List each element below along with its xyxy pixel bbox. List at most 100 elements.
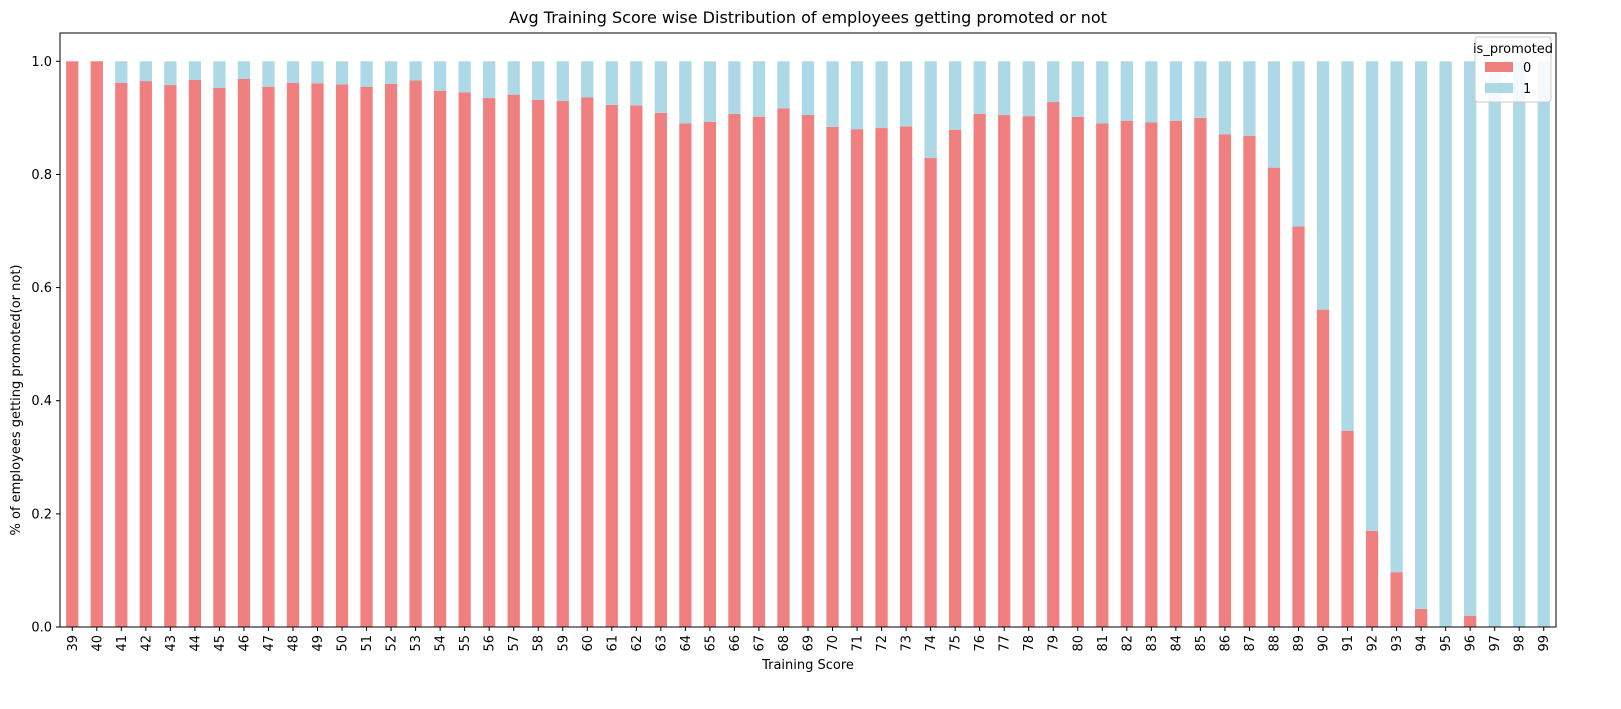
x-tick-label: 98 bbox=[1513, 635, 1528, 652]
legend: is_promoted 0 1 bbox=[1473, 36, 1553, 103]
bar-87-series-0 bbox=[1243, 135, 1256, 627]
x-tick-label: 61 bbox=[605, 635, 620, 652]
bar-45-series-0 bbox=[213, 87, 226, 628]
legend-label-0: 0 bbox=[1523, 61, 1531, 76]
y-axis: 0.0 0.2 0.4 0.6 0.8 1.0 bbox=[31, 55, 60, 636]
bar-91-series-1 bbox=[1341, 61, 1354, 431]
bar-89-series-0 bbox=[1292, 226, 1305, 627]
bar-52-series-1 bbox=[384, 61, 398, 84]
bar-96-series-1 bbox=[1464, 61, 1477, 616]
bar-48-series-1 bbox=[286, 61, 300, 83]
x-tick-label: 62 bbox=[630, 635, 645, 652]
legend-title: is_promoted bbox=[1473, 42, 1553, 57]
bar-79-series-0 bbox=[1047, 102, 1060, 627]
bar-77-series-0 bbox=[998, 115, 1011, 628]
x-tick-label: 72 bbox=[875, 635, 890, 652]
y-tick-label: 0.2 bbox=[31, 507, 52, 522]
bar-80-series-0 bbox=[1071, 116, 1084, 628]
bar-56-series-1 bbox=[483, 61, 496, 99]
bar-55-series-0 bbox=[458, 92, 471, 627]
bar-91-series-0 bbox=[1341, 430, 1354, 627]
bar-62-series-1 bbox=[630, 61, 643, 106]
legend-swatch-1 bbox=[1485, 83, 1513, 93]
bar-75-series-0 bbox=[949, 129, 962, 628]
bar-78-series-1 bbox=[1022, 61, 1035, 117]
bar-86-series-1 bbox=[1218, 61, 1232, 135]
bar-45-series-1 bbox=[213, 61, 226, 88]
x-tick-label: 70 bbox=[826, 635, 841, 652]
bar-59-series-0 bbox=[556, 100, 569, 627]
bar-73-series-1 bbox=[899, 61, 913, 127]
bar-41-series-1 bbox=[115, 61, 128, 83]
x-tick-label: 83 bbox=[1145, 635, 1160, 652]
bar-56-series-0 bbox=[483, 98, 496, 628]
x-tick-label: 52 bbox=[385, 635, 400, 652]
bar-83-series-0 bbox=[1145, 122, 1158, 627]
x-tick-label: 59 bbox=[556, 635, 571, 652]
bar-39-series-0 bbox=[66, 61, 79, 628]
x-tick-label: 40 bbox=[90, 635, 105, 652]
x-tick-label: 85 bbox=[1194, 635, 1209, 652]
x-tick-label: 45 bbox=[213, 635, 228, 652]
x-tick-label: 78 bbox=[1022, 635, 1037, 652]
x-tick-label: 56 bbox=[483, 635, 498, 652]
x-tick-label: 66 bbox=[728, 635, 743, 652]
bar-76-series-1 bbox=[973, 61, 986, 114]
chart-title: Avg Training Score wise Distribution of … bbox=[509, 8, 1107, 27]
x-tick-label: 86 bbox=[1218, 635, 1233, 652]
x-tick-label: 90 bbox=[1317, 635, 1332, 652]
legend-swatch-0 bbox=[1485, 62, 1513, 72]
bar-89-series-1 bbox=[1292, 61, 1305, 227]
y-tick-label: 0.8 bbox=[31, 168, 52, 183]
x-tick-label: 77 bbox=[998, 635, 1013, 652]
bar-69-series-0 bbox=[801, 115, 815, 628]
x-tick-label: 64 bbox=[679, 635, 694, 652]
x-tick-label: 67 bbox=[752, 635, 767, 652]
bar-98-series-1 bbox=[1513, 61, 1526, 628]
y-tick-label: 1.0 bbox=[31, 55, 52, 70]
bar-43-series-1 bbox=[164, 61, 177, 86]
bar-71-series-0 bbox=[850, 129, 864, 627]
bar-41-series-0 bbox=[115, 82, 128, 628]
x-tick-label: 51 bbox=[360, 635, 375, 652]
bar-60-series-0 bbox=[581, 97, 594, 627]
bar-71-series-1 bbox=[850, 61, 864, 130]
x-tick-label: 75 bbox=[949, 635, 964, 652]
x-tick-label: 88 bbox=[1267, 635, 1282, 652]
bar-67-series-1 bbox=[752, 61, 766, 117]
x-tick-label: 41 bbox=[115, 635, 130, 652]
x-tick-label: 71 bbox=[851, 635, 866, 652]
x-tick-label: 76 bbox=[973, 635, 988, 652]
x-tick-label: 53 bbox=[409, 635, 424, 652]
bar-52-series-0 bbox=[384, 83, 398, 627]
bar-54-series-1 bbox=[434, 61, 447, 91]
x-tick-label: 43 bbox=[164, 635, 179, 652]
x-tick-label: 89 bbox=[1292, 635, 1307, 652]
x-tick-label: 73 bbox=[900, 635, 915, 652]
bar-88-series-1 bbox=[1267, 61, 1281, 168]
x-tick-label: 57 bbox=[507, 635, 522, 652]
bar-85-series-1 bbox=[1194, 61, 1207, 118]
bar-46-series-1 bbox=[237, 61, 251, 79]
x-tick-label: 91 bbox=[1341, 635, 1356, 652]
bar-75-series-1 bbox=[949, 61, 962, 130]
bar-55-series-1 bbox=[458, 61, 471, 93]
x-tick-label: 46 bbox=[237, 635, 252, 652]
bar-97-series-1 bbox=[1488, 61, 1501, 628]
bar-65-series-1 bbox=[703, 61, 717, 122]
bar-68-series-0 bbox=[777, 108, 790, 628]
bar-67-series-0 bbox=[752, 116, 766, 628]
bar-49-series-1 bbox=[311, 61, 324, 84]
bar-72-series-1 bbox=[875, 61, 888, 129]
plot-frame bbox=[59, 32, 1557, 628]
x-axis: 39 40 41 42 43 44 45 46 47 48 49 50 51 52 53 54 55 56 57 58… bbox=[66, 627, 1552, 652]
bar-90-series-0 bbox=[1316, 309, 1330, 627]
bar-43-series-0 bbox=[164, 85, 177, 627]
x-tick-label: 93 bbox=[1390, 635, 1405, 652]
x-tick-label: 97 bbox=[1488, 635, 1503, 652]
bar-82-series-1 bbox=[1120, 61, 1133, 121]
bar-47-series-1 bbox=[262, 61, 275, 87]
legend-label-1: 1 bbox=[1523, 82, 1531, 97]
